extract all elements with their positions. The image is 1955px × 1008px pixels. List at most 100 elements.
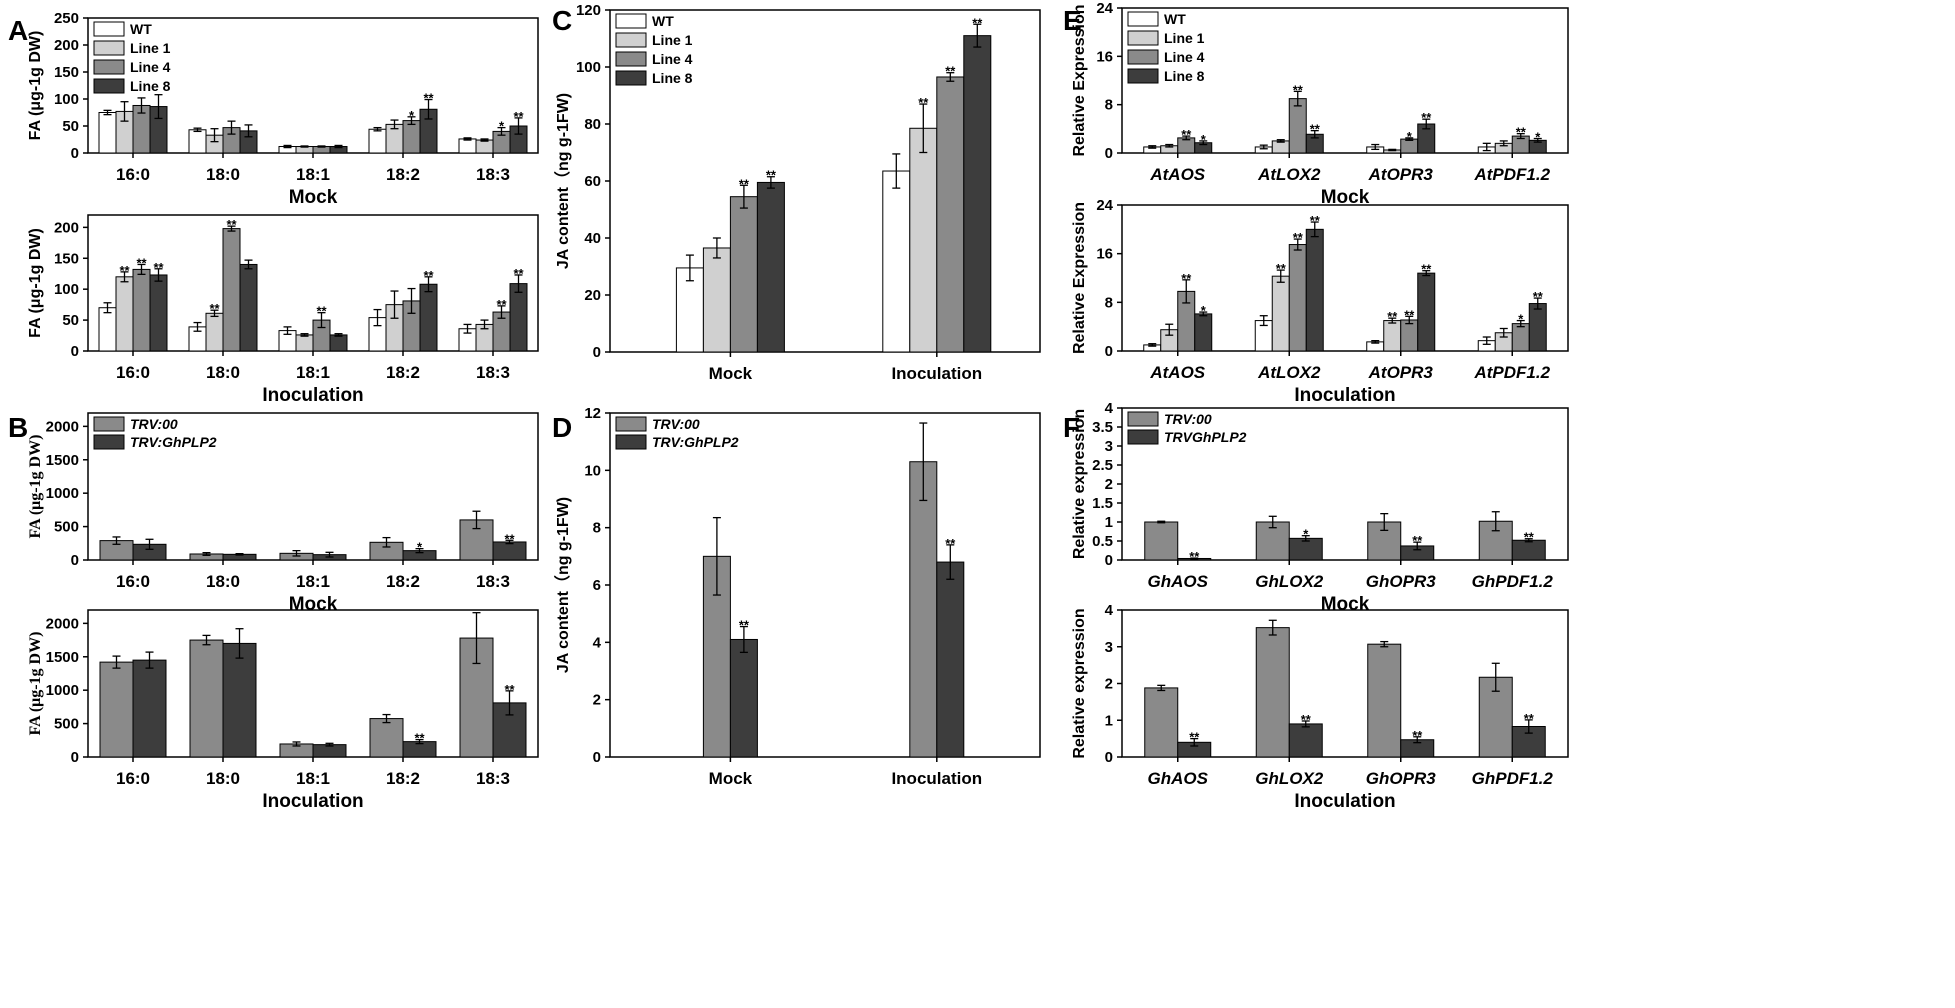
chart-A-inoc: 0 50 100 150 200 FA (μg-1g DW) 16:0 ** ** ** 18:0 *… — [27, 214, 539, 406]
y-tick-label: 500 — [54, 519, 79, 536]
bar — [132, 268, 151, 352]
y-tick-label: 100 — [54, 91, 79, 108]
y-tick-label: 200 — [54, 219, 79, 236]
significance-label: ** — [739, 618, 750, 633]
x-tick-label: AtOPR3 — [1368, 165, 1434, 184]
y-tick-label: 120 — [576, 2, 601, 19]
x-tick-label: 18:2 — [386, 165, 420, 184]
y-tick-label: 0 — [1105, 145, 1113, 162]
bar — [205, 312, 224, 352]
bar — [1417, 272, 1436, 352]
y-axis-title: JA content（ng g-1FW) — [554, 93, 572, 269]
significance-label: ** — [918, 95, 929, 110]
bar — [1400, 319, 1419, 352]
legend-label: Line 4 — [130, 59, 171, 75]
bar — [99, 661, 134, 758]
significance-label: ** — [316, 304, 327, 319]
legend-swatch — [1127, 30, 1159, 46]
significance-label: ** — [1387, 309, 1398, 324]
chart-F-mock: 0 0.5 1 1.5 2 2.5 3 3.5 4 Relative expression GhAO… — [1071, 400, 1569, 615]
bar — [729, 196, 758, 353]
legend-label: WT — [1164, 11, 1186, 27]
x-tick-label: 18:2 — [386, 572, 420, 591]
x-tick-label: AtPDF1.2 — [1473, 165, 1550, 184]
x-tick-label: 18:2 — [386, 769, 420, 788]
x-tick-label: 18:3 — [476, 165, 510, 184]
x-tick-label: Mock — [709, 364, 753, 383]
significance-label: * — [1201, 132, 1207, 147]
y-tick-label: 0 — [71, 145, 79, 162]
panel-letter-D: D — [552, 412, 572, 443]
significance-label: ** — [423, 91, 434, 106]
bar — [1383, 320, 1402, 352]
significance-label: ** — [739, 176, 750, 191]
significance-label: ** — [945, 64, 956, 79]
legend-label: TRV:00 — [1164, 411, 1212, 427]
y-tick-label: 0 — [593, 344, 601, 361]
y-axis-title: FA (μg-1g DW) — [27, 228, 44, 338]
legend-swatch — [1127, 11, 1159, 27]
y-axis-title: FA (μg-1g DW) — [27, 435, 44, 539]
legend: WT Line 1 Line 4 Line 8 — [93, 21, 171, 94]
bar — [1288, 98, 1307, 154]
chart-F-inoc: 0 1 2 3 4 Relative expression GhAOS ** GhLOX2 ** G… — [1071, 602, 1569, 812]
bar — [756, 181, 785, 353]
bar — [1288, 244, 1307, 352]
bar — [1144, 687, 1179, 758]
legend-label: TRV:GhPLP2 — [130, 434, 217, 450]
x-tick-label: AtLOX2 — [1257, 165, 1321, 184]
y-tick-label: 150 — [54, 250, 79, 267]
significance-label: ** — [513, 109, 524, 124]
x-tick-label: Mock — [709, 769, 753, 788]
y-tick-label: 0 — [593, 749, 601, 766]
x-tick-label: Inoculation — [891, 769, 982, 788]
bar — [1305, 228, 1324, 352]
x-axis-title: Inoculation — [262, 385, 363, 406]
legend-label: WT — [652, 13, 674, 29]
bar — [98, 112, 117, 154]
x-tick-label: GhLOX2 — [1255, 769, 1324, 788]
bar — [222, 642, 257, 758]
x-tick-label: GhPDF1.2 — [1472, 769, 1554, 788]
bar — [98, 307, 117, 352]
legend-label: Line 1 — [130, 40, 171, 56]
significance-label: ** — [496, 297, 507, 312]
y-axis-title: Relative Expression — [1071, 202, 1088, 354]
legend-label: TRV:GhPLP2 — [652, 434, 739, 450]
significance-label: ** — [1276, 261, 1287, 276]
x-tick-label: GhOPR3 — [1366, 572, 1436, 591]
bar — [239, 263, 258, 352]
bar — [222, 228, 241, 352]
legend-swatch — [615, 13, 647, 29]
legend-swatch — [615, 32, 647, 48]
significance-label: * — [1201, 303, 1207, 318]
legend-swatch — [615, 434, 647, 450]
y-tick-label: 4 — [593, 634, 602, 651]
chart-D: 0 2 4 6 8 10 12 JA content（ng g-1FW) Mock ** Inocu… — [554, 405, 1041, 788]
x-tick-label: Inoculation — [891, 364, 982, 383]
legend-label: Line 1 — [1164, 30, 1205, 46]
legend-swatch — [1127, 411, 1159, 427]
legend-label: Line 8 — [652, 70, 693, 86]
y-tick-label: 0 — [1105, 749, 1113, 766]
bar — [509, 283, 528, 352]
y-tick-label: 2.5 — [1092, 457, 1113, 474]
y-tick-label: 8 — [1105, 294, 1113, 311]
y-tick-label: 0 — [1105, 552, 1113, 569]
y-tick-label: 1.5 — [1092, 495, 1113, 512]
bar — [936, 561, 965, 758]
legend: TRV:00 TRV:GhPLP2 — [615, 416, 739, 450]
legend-label: Line 4 — [652, 51, 693, 67]
y-tick-label: 0.5 — [1092, 533, 1113, 550]
legend-swatch — [93, 78, 125, 94]
legend-swatch — [93, 416, 125, 432]
y-axis-title: Relative Expression — [1071, 4, 1088, 156]
significance-label: ** — [1404, 307, 1415, 322]
panel-letter-F: F — [1063, 412, 1080, 443]
y-tick-label: 2000 — [46, 615, 79, 632]
x-axis-title: Mock — [1321, 187, 1370, 208]
significance-label: ** — [1189, 549, 1200, 564]
legend-label: Line 4 — [1164, 49, 1205, 65]
